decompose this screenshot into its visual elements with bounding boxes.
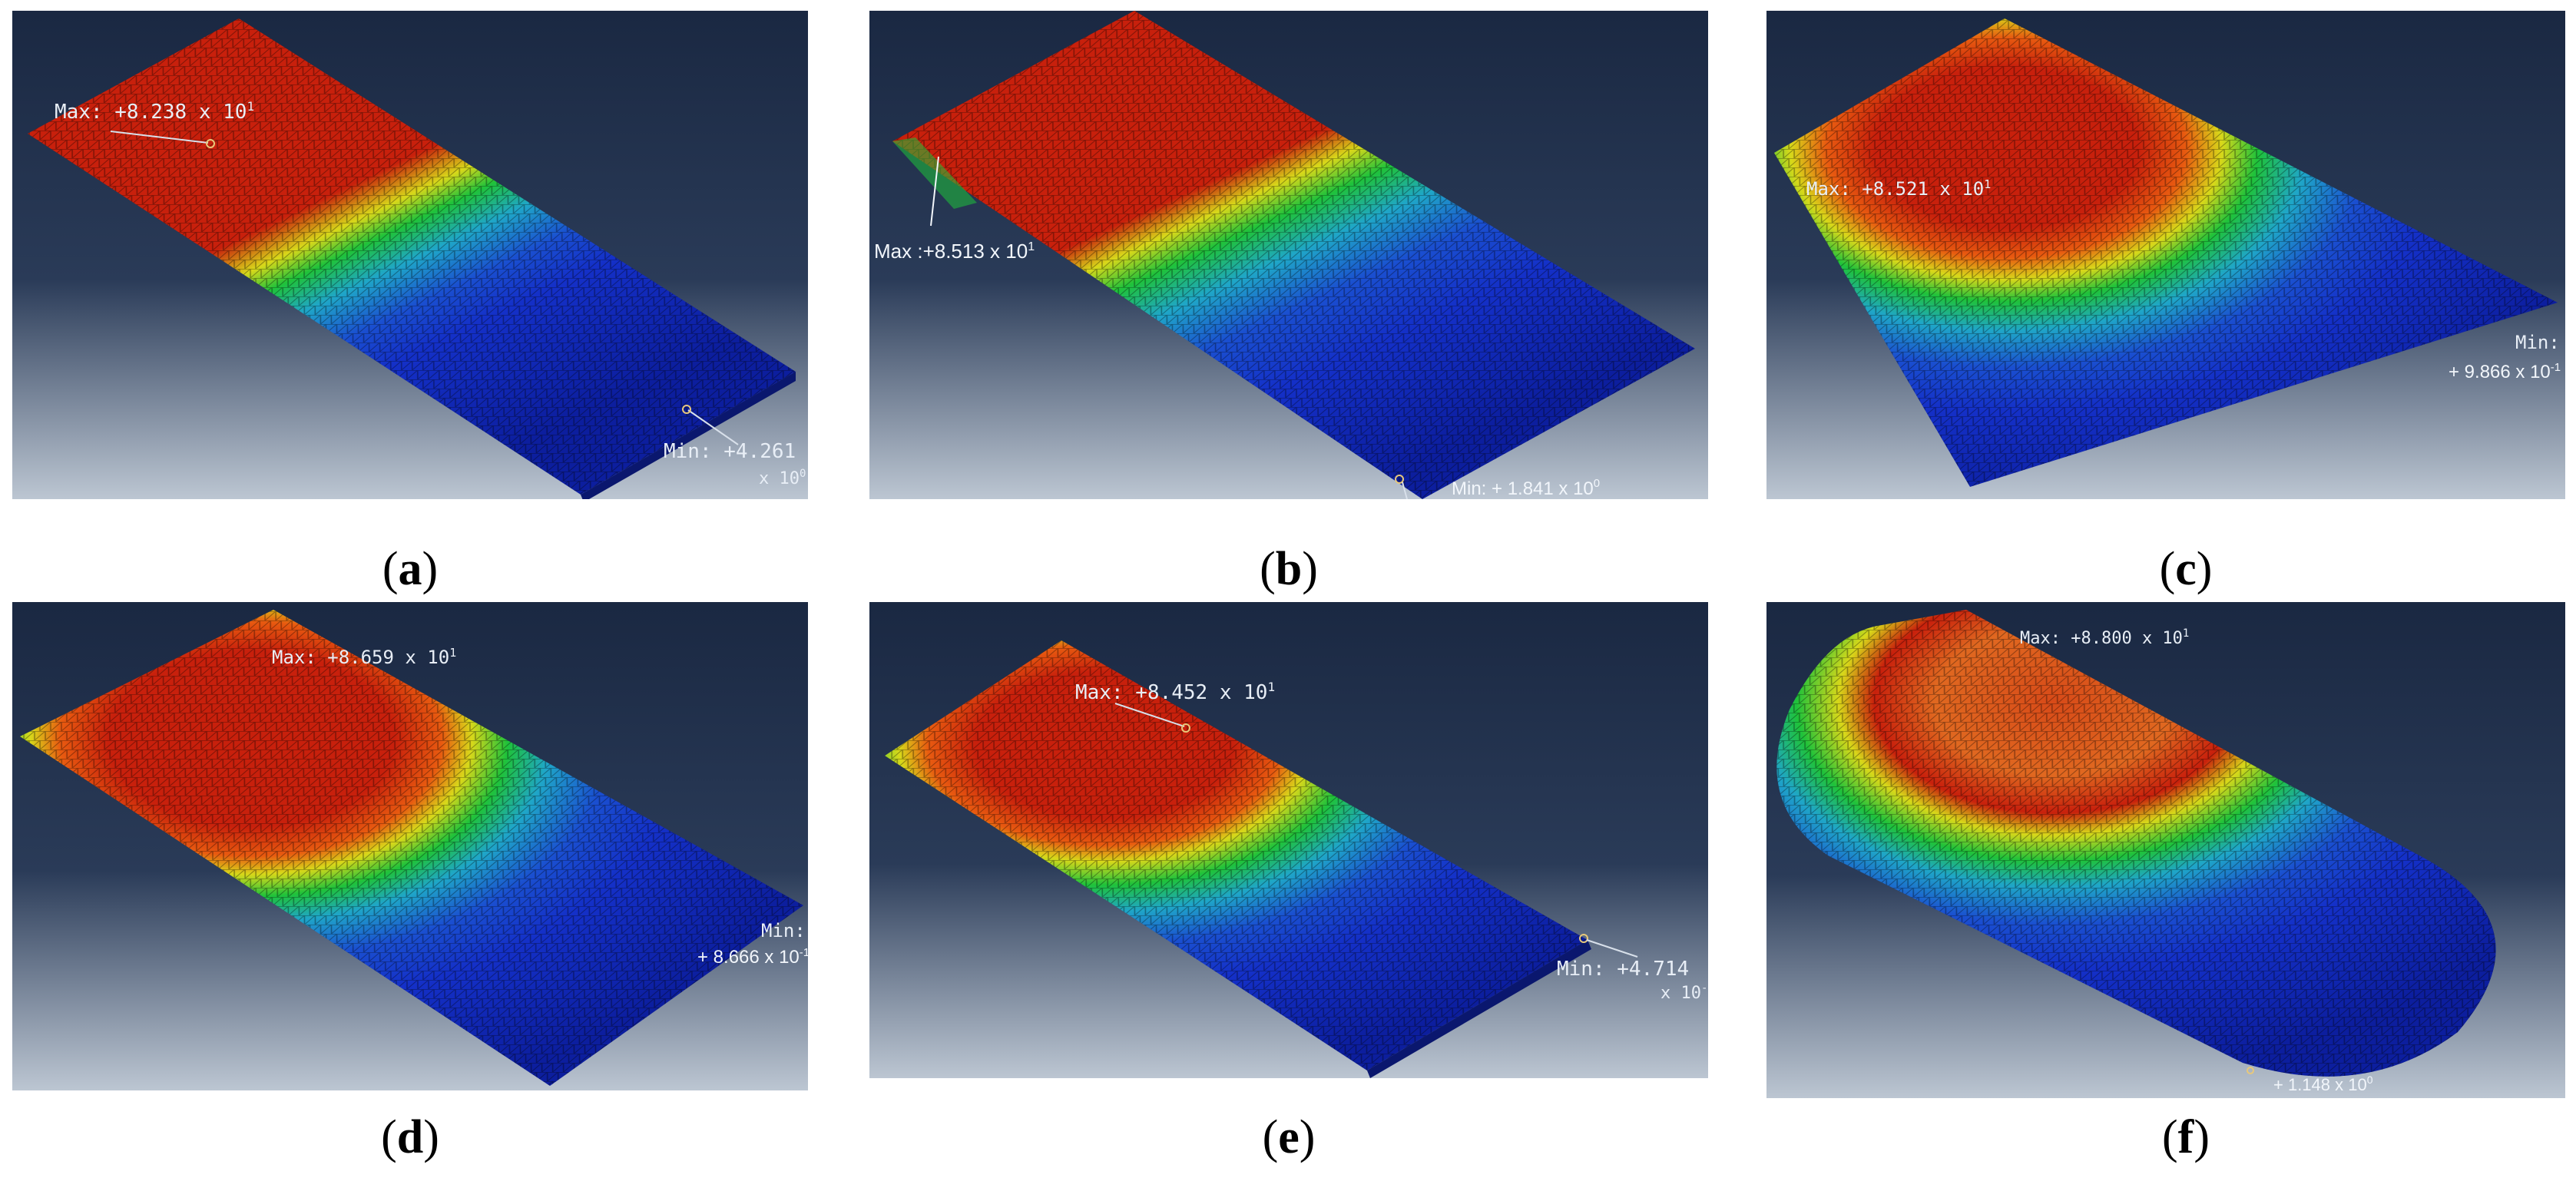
fea-plot-c: Max: +8.521 x 101 Min: + 9.866 x 10-1	[1766, 11, 2565, 499]
min-sub: x 10-1	[1660, 982, 1708, 1003]
min-sub: x 100	[759, 468, 806, 488]
min-sub: + 9.866 x 10-1	[2449, 361, 2561, 382]
caption-a: (a)	[382, 543, 439, 595]
caption-f: (f)	[2162, 1111, 2210, 1163]
max-label: Max: +8.521 x 101	[1806, 177, 1991, 200]
panel-f: Max: +8.800 x 101 + 1.148 x 100	[1766, 602, 2565, 1098]
min-sub: + 8.666 x 10-1	[697, 946, 808, 968]
caption-d: (d)	[381, 1111, 439, 1163]
max-label: Max :+8.513 x 101	[874, 240, 1035, 263]
max-label: Max: +8.659 x 101	[272, 646, 456, 668]
max-leader	[110, 131, 209, 144]
min-label: Min: +4.714	[1557, 958, 1689, 981]
panel-d: Max: +8.659 x 101 Min: + 8.666 x 10-1	[12, 602, 808, 1090]
fea-plot-a: Max: +8.238 x 101 Min: +4.261 x 100	[12, 11, 808, 499]
min-label: Min: + 1.841 x 100	[1452, 477, 1600, 499]
panel-b: Max :+8.513 x 101 Min: + 1.841 x 100	[869, 11, 1708, 499]
caption-c: (c)	[2159, 543, 2213, 595]
caption-b: (b)	[1260, 543, 1318, 595]
fea-plot-d: Max: +8.659 x 101 Min: + 8.666 x 10-1	[12, 602, 808, 1090]
min-label: Min:	[761, 920, 806, 941]
panel-c: Max: +8.521 x 101 Min: + 9.866 x 10-1	[1766, 11, 2565, 499]
panel-a: Max: +8.238 x 101 Min: +4.261 x 100	[12, 11, 808, 499]
max-label: Max: +8.452 x 101	[1075, 680, 1275, 704]
min-label: Min: +4.261	[664, 440, 796, 463]
max-label: Max: +8.238 x 101	[55, 99, 254, 124]
min-label: Min:	[2515, 332, 2560, 353]
fea-plot-e: Max: +8.452 x 101 Min: +4.714 x 10-1	[869, 602, 1708, 1078]
max-label: Max: +8.800 x 101	[2020, 627, 2189, 648]
fea-plot-f: Max: +8.800 x 101 + 1.148 x 100	[1766, 602, 2565, 1098]
min-label: + 1.148 x 100	[2273, 1074, 2373, 1094]
panel-e: Max: +8.452 x 101 Min: +4.714 x 10-1	[869, 602, 1708, 1078]
fea-plot-b: Max :+8.513 x 101 Min: + 1.841 x 100	[869, 11, 1708, 499]
caption-e: (e)	[1262, 1111, 1316, 1163]
